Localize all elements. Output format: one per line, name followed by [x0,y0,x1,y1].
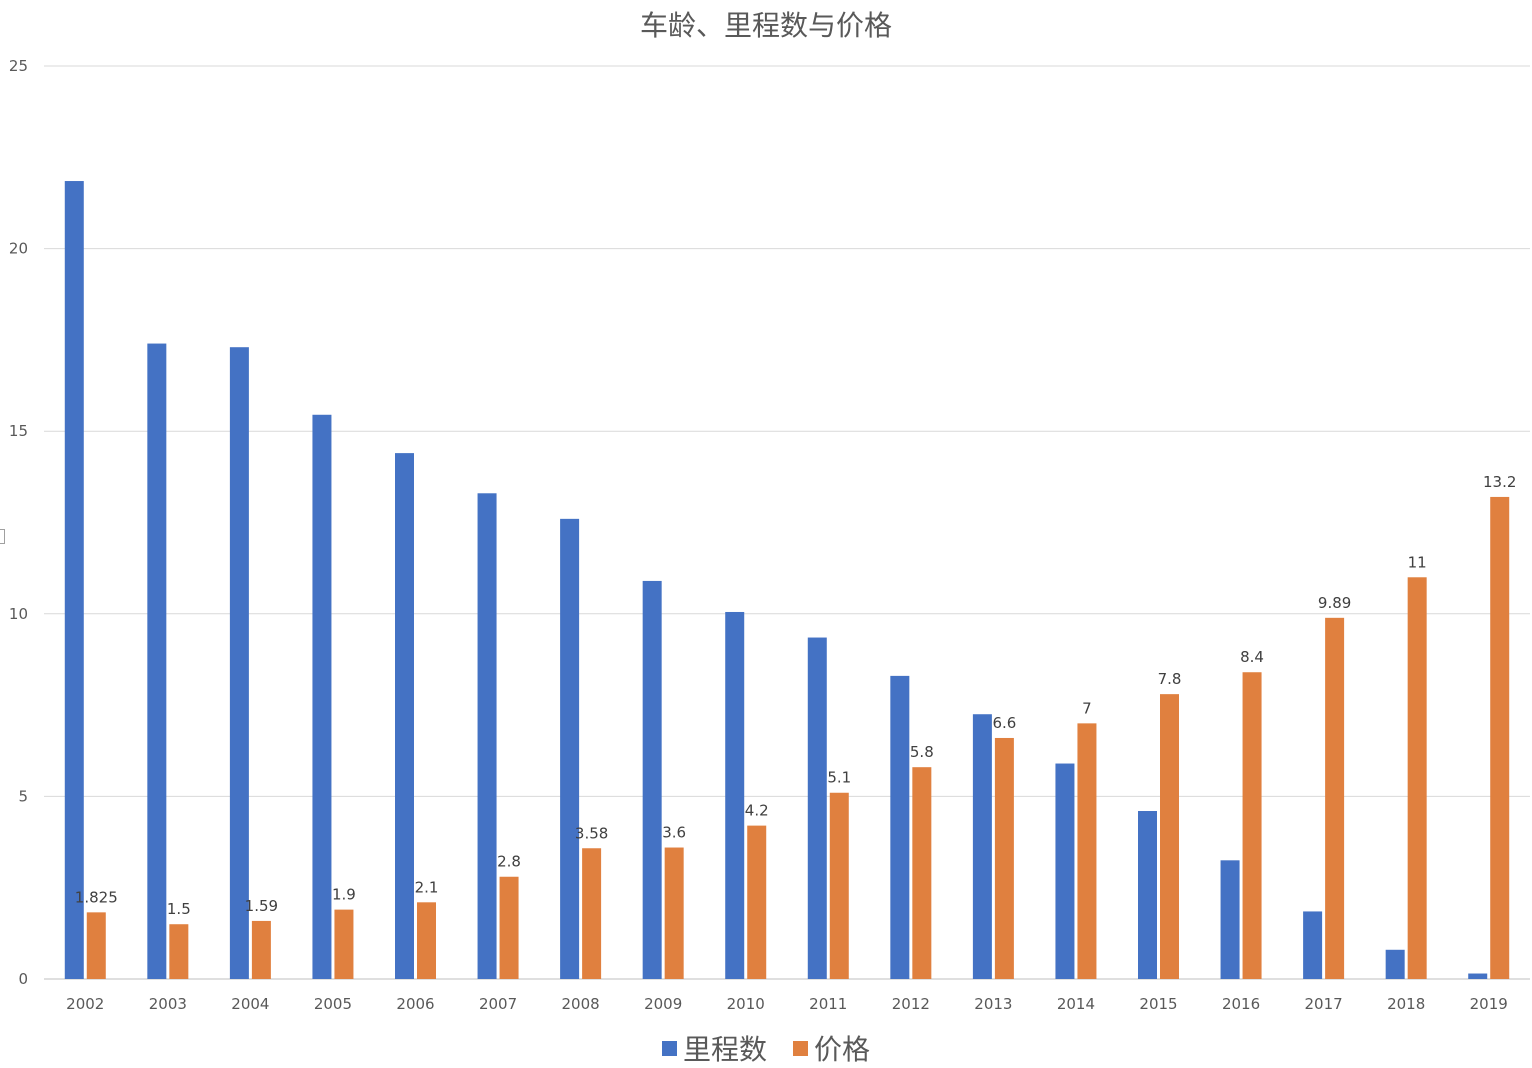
legend-item-mileage: 里程数 [661,1028,767,1068]
bar-mileage [64,181,84,980]
data-label-price: 1.59 [245,897,278,915]
data-label-price: 1.5 [167,900,191,918]
data-label-price: 3.6 [662,824,686,842]
bar-mileage [1468,973,1488,979]
bar-price [582,848,602,979]
bar-price [747,825,767,979]
bar-price [829,792,849,979]
x-tick-label: 2012 [892,995,930,1013]
chart-title: 车龄、里程数与价格 [639,9,892,42]
bar-price [1325,617,1345,979]
bar-mileage [1220,860,1240,979]
x-tick-label: 2007 [479,995,517,1013]
data-label-price: 6.6 [992,714,1016,732]
legend-swatch-price [793,1040,808,1056]
bar-mileage [1138,811,1157,979]
data-label-price: 2.1 [415,878,439,896]
data-label-price: 8.4 [1240,648,1264,666]
bar-mileage [560,518,580,979]
y-tick-label: 10 [9,605,28,623]
data-label-price: 2.8 [497,853,521,871]
bar-price [912,767,932,979]
bar-price [994,737,1014,979]
bar-price [499,876,519,979]
bar-mileage [312,414,332,979]
x-tick-label: 2019 [1470,995,1508,1013]
x-tick-label: 2009 [644,995,682,1013]
y-tick-label: 25 [9,57,28,75]
x-tick-label: 2014 [1057,995,1095,1013]
bar-mileage [642,580,662,979]
bar-price [169,924,189,979]
bar-mileage [725,611,745,979]
bar-mileage [972,714,992,979]
bar-price [417,902,436,979]
bar-price [1077,723,1097,979]
data-label-price: 7 [1082,699,1092,717]
bar-mileage [1303,911,1323,979]
legend-label-price: 价格 [814,1033,871,1066]
y-tick-label: 15 [9,422,28,440]
x-tick-label: 2003 [149,995,187,1013]
data-label-price: 1.9 [332,886,356,904]
bar-price [1407,577,1427,979]
data-label-price: 4.2 [745,802,769,820]
x-tick-label: 2011 [809,995,847,1013]
bar-price [1160,694,1179,979]
bar-price [1490,496,1510,979]
y-tick-label: 20 [9,240,28,258]
bar-price [1242,672,1262,979]
data-label-price: 9.89 [1318,594,1351,612]
bar-mileage [807,637,827,979]
bar-price [334,909,354,979]
data-label-price: 5.1 [827,769,851,787]
x-tick-label: 2006 [396,995,434,1013]
scroll-handle[interactable] [0,529,5,544]
data-label-price: 7.8 [1158,670,1182,688]
x-tick-label: 2013 [974,995,1012,1013]
data-label-price: 3.58 [575,824,608,842]
bar-mileage [1055,763,1075,979]
data-label-price: 13.2 [1483,473,1516,491]
bar-price [86,912,106,979]
data-label-price: 11 [1408,553,1427,571]
x-tick-label: 2017 [1305,995,1343,1013]
x-tick-label: 2008 [562,995,600,1013]
data-label-price: 5.8 [910,743,934,761]
x-tick-label: 2010 [727,995,765,1013]
legend-swatch-mileage [661,1040,677,1056]
y-tick-label: 0 [18,970,28,988]
legend-item-price: 价格 [793,1028,870,1068]
bar-mileage [147,343,167,979]
y-tick-label: 5 [18,787,28,805]
bar-mileage [395,453,414,979]
x-tick-label: 2002 [66,995,104,1013]
x-tick-label: 2018 [1387,995,1425,1013]
legend: 里程数 价格 [0,1028,1532,1068]
bar-mileage [890,675,910,979]
bar-mileage [229,347,249,980]
bar-price [251,920,271,979]
bar-mileage [477,493,497,979]
x-tick-label: 2004 [231,995,269,1013]
bar-price [664,847,684,979]
data-label-price: 1.825 [75,888,118,906]
x-tick-label: 2005 [314,995,352,1013]
x-tick-label: 2015 [1139,995,1177,1013]
x-tick-label: 2016 [1222,995,1260,1013]
legend-label-mileage: 里程数 [682,1033,767,1066]
bar-mileage [1385,949,1405,979]
